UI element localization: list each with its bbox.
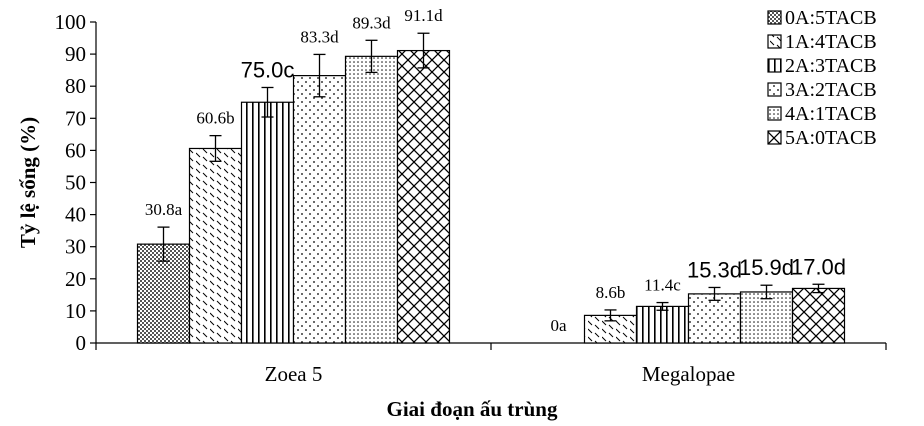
bar (739, 291, 794, 344)
bar (396, 49, 451, 344)
data-label: 17.0d (791, 254, 846, 279)
y-tick-label: 50 (65, 171, 86, 195)
legend-swatch (767, 130, 782, 145)
y-tick-label: 90 (65, 42, 86, 66)
legend-swatch (767, 82, 782, 97)
legend-label: 4A:1TACB (785, 103, 877, 125)
legend-swatch (767, 10, 782, 25)
data-label: 15.3d (687, 257, 742, 282)
y-axis-title: Tỷ lệ sống (%) (16, 117, 40, 248)
data-label: 8.6b (596, 283, 626, 302)
y-tick-label: 60 (65, 138, 86, 162)
y-tick-label: 0 (76, 331, 87, 355)
bar (188, 147, 243, 344)
bar (240, 101, 295, 344)
legend-label: 1A:4TACB (785, 31, 877, 53)
legend-label: 5A:0TACB (785, 127, 877, 149)
y-tick-label: 30 (65, 235, 86, 259)
bar (136, 243, 191, 344)
data-label: 11.4c (644, 276, 681, 295)
bar (635, 305, 690, 344)
y-tick-label: 40 (65, 203, 86, 227)
legend-swatch (767, 106, 782, 121)
y-tick-label: 70 (65, 106, 86, 130)
data-label: 15.9d (739, 255, 794, 280)
legend-swatch (767, 58, 782, 73)
legend-label: 0A:5TACB (785, 7, 877, 29)
data-label: 75.0c (241, 57, 295, 82)
legend-label: 2A:3TACB (785, 55, 877, 77)
y-tick-label: 80 (65, 74, 86, 98)
y-tick-label: 10 (65, 299, 86, 323)
x-category-label: Megalopae (642, 362, 735, 386)
y-tick-label: 20 (65, 267, 86, 291)
legend-label: 3A:2TACB (785, 79, 877, 101)
bar (292, 75, 347, 344)
x-axis-title: Giai đoạn ấu trùng (387, 397, 558, 421)
data-label: 60.6b (196, 109, 234, 128)
data-label: 83.3d (300, 27, 339, 46)
bar (687, 293, 742, 344)
data-label: 89.3d (352, 13, 391, 32)
legend-swatch (767, 34, 782, 49)
x-category-label: Zoea 5 (265, 362, 323, 386)
y-tick-label: 100 (55, 10, 87, 34)
data-label: 91.1d (404, 6, 443, 25)
data-label: 30.8a (145, 200, 183, 219)
data-label: 0a (550, 316, 567, 335)
bar (791, 287, 846, 344)
bar (344, 55, 399, 344)
